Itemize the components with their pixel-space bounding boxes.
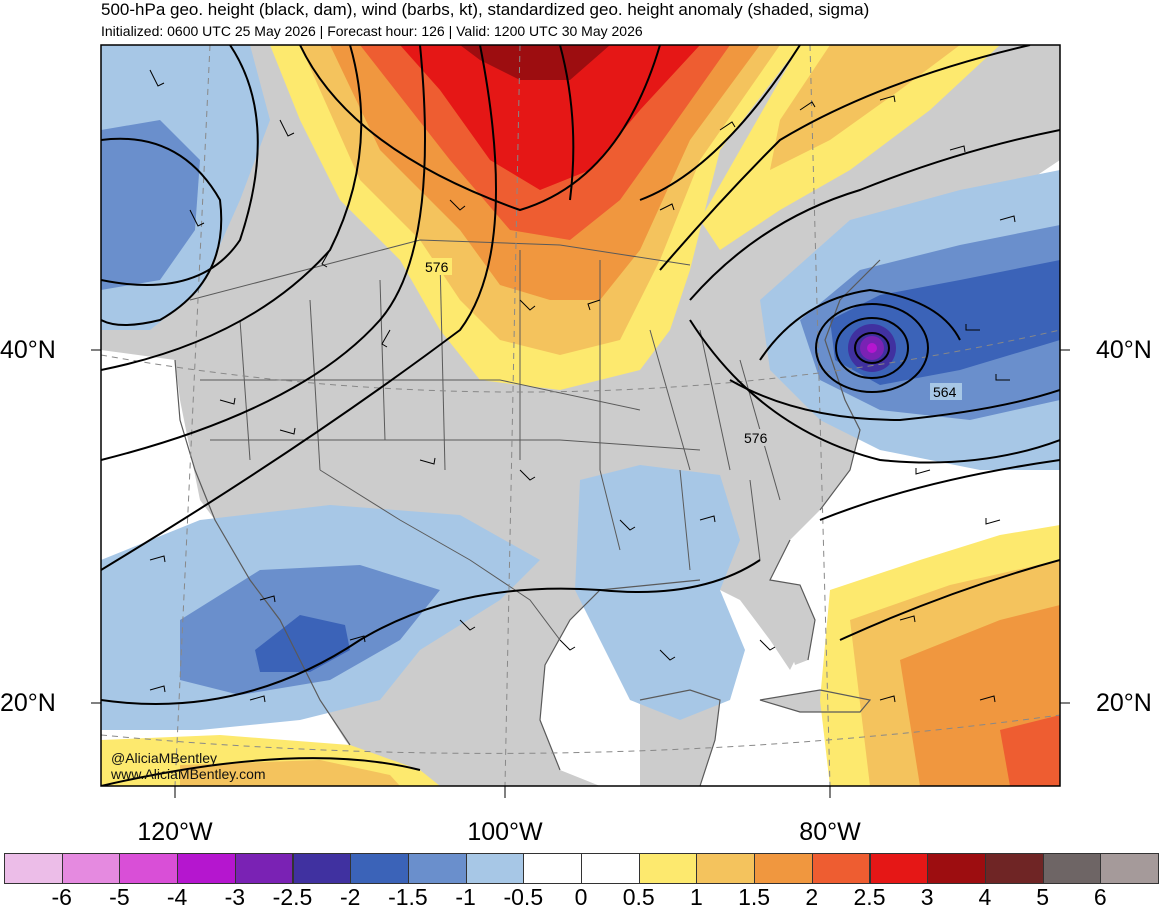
chart-subtitle: Initialized: 0600 UTC 25 May 2026 | Fore… <box>101 23 643 39</box>
colorbar-label: -0.5 <box>503 884 544 910</box>
colorbar-swatch <box>465 853 525 884</box>
lat-label-20-left: 20°N <box>0 689 56 717</box>
colorbar-label: 1 <box>689 884 703 910</box>
lat-label-40-left: 40°N <box>0 336 56 364</box>
colorbar-swatch <box>984 853 1044 884</box>
colorbar-swatch <box>754 853 813 884</box>
credit-website[interactable]: www.AliciaMBentley.com <box>111 766 266 782</box>
chart-title: 500-hPa geo. height (black, dam), wind (… <box>101 0 870 19</box>
colorbar-label: 0 <box>574 884 588 910</box>
colorbar-swatch <box>292 853 352 884</box>
axis-ticks <box>91 349 1070 798</box>
colorbar-swatch <box>350 853 409 884</box>
lon-label-100w: 100°W <box>467 818 543 846</box>
map-frame <box>100 44 1061 787</box>
graticule <box>101 45 1060 786</box>
colorbar-label: 6 <box>1093 884 1107 910</box>
colorbar-label: 2 <box>805 884 819 910</box>
contour-label-576-east: 576 <box>744 430 768 446</box>
colorbar-label: -6 <box>51 884 72 910</box>
colorbar-label: -2.5 <box>272 884 313 910</box>
pos-anomaly-caribbean-2 <box>1000 715 1060 786</box>
colorbar-label: -3 <box>224 884 246 910</box>
colorbar-swatch <box>177 853 236 884</box>
wind-barbs <box>149 69 1016 703</box>
colorbar-swatch <box>61 853 121 884</box>
colorbar-swatch <box>581 853 640 884</box>
weather-map: 576 564 576 <box>91 44 1070 798</box>
colorbar-swatch <box>869 853 929 884</box>
colorbar-label: 0.5 <box>622 884 655 910</box>
colorbar-label: -2 <box>339 884 361 910</box>
colorbar-swatch <box>1042 853 1102 884</box>
colorbar-label: -1.5 <box>388 884 428 910</box>
colorbar-label: 1.5 <box>738 884 771 910</box>
colorbar-swatch <box>927 853 986 884</box>
colorbar-swatch <box>811 853 871 884</box>
colorbar-swatch <box>1100 853 1159 884</box>
colorbar-label: 5 <box>1036 884 1049 910</box>
pos-anomaly-east-canada <box>700 45 1000 250</box>
colorbar-label: -4 <box>166 884 188 910</box>
colorbar-label: 3 <box>920 884 934 910</box>
coastlines <box>174 259 881 786</box>
neg-anomaly-northeast-peak <box>867 343 877 353</box>
colorbar-swatch <box>523 853 582 884</box>
political-boundaries <box>189 239 781 641</box>
pos-anomaly-southwest-pacific-1 <box>180 760 400 786</box>
colorbar-label: -1 <box>455 884 476 910</box>
colorbar-swatch <box>407 853 467 884</box>
colorbar-swatch <box>4 853 63 884</box>
florida-land <box>770 580 815 665</box>
lon-label-120w: 120°W <box>137 818 213 846</box>
contour-label-576-north: 576 <box>425 259 449 275</box>
lat-label-20-right: 20°N <box>1096 689 1152 717</box>
lon-label-80w: 80°W <box>799 818 861 846</box>
neg-anomaly-southwest-core <box>255 615 350 672</box>
colorbar-label: 2.5 <box>853 884 886 910</box>
yucatan-land <box>640 690 720 786</box>
colorbar-swatch <box>638 853 698 884</box>
colorbar-swatch <box>119 853 179 884</box>
lat-label-40-right: 40°N <box>1096 336 1152 364</box>
colorbar-label: -5 <box>109 884 130 910</box>
neg-anomaly-gulf <box>575 465 745 720</box>
colorbar-label: 4 <box>978 884 992 910</box>
credit-handle: @AliciaMBentley <box>111 750 218 766</box>
height-contours <box>101 45 1060 786</box>
colorbar-swatch <box>234 853 294 884</box>
contour-label-564: 564 <box>933 384 957 400</box>
pos-anomaly-ridge-25 <box>400 45 700 190</box>
pos-anomaly-east-canada-1 <box>770 45 960 170</box>
colorbar-swatch <box>696 853 756 884</box>
neg-anomaly-westcoast-core <box>101 120 200 290</box>
pos-anomaly-ridge-3 <box>460 45 610 80</box>
